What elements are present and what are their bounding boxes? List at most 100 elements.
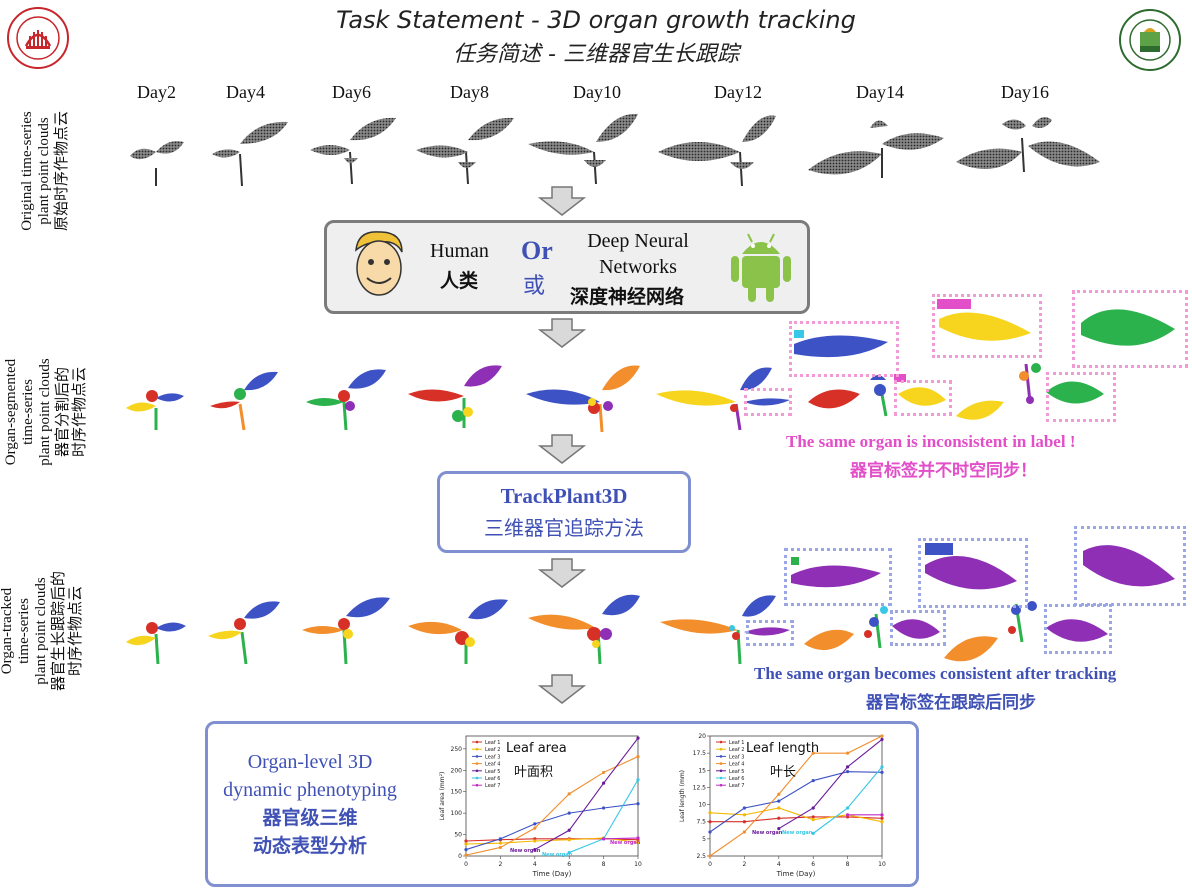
plant-day10-segmented [526, 365, 640, 433]
human-label: Human [430, 240, 489, 262]
day-label: Day14 [856, 82, 904, 102]
day-label: Day8 [450, 82, 489, 102]
legend-marker [475, 762, 479, 765]
tracked-point-clouds [126, 594, 790, 665]
chart-title: Leaf length [746, 741, 819, 756]
down-arrow [538, 434, 586, 464]
zoom-leaf-purple [1083, 545, 1175, 587]
data-point [636, 736, 640, 740]
down-arrow [538, 674, 586, 704]
zoom-frame [746, 620, 794, 646]
y-axis-label: Leaf area (mm²) [439, 772, 446, 821]
logo-left [6, 6, 70, 74]
legend-marker [475, 740, 479, 744]
or-label: Or [521, 236, 553, 265]
y-tick-label: 15 [698, 767, 706, 774]
data-point [464, 847, 468, 852]
plant-day2-tracked [126, 622, 186, 665]
plant-day12-original [658, 115, 776, 187]
legend-label: Leaf 7 [485, 783, 500, 789]
data-point [742, 806, 746, 810]
legend-marker [475, 747, 479, 751]
series-line-leaf-1 [710, 816, 883, 823]
day-label: Day6 [332, 82, 371, 102]
zoom-frame [1044, 604, 1112, 654]
legend-marker [719, 783, 723, 787]
page-title-zh: 任务简述 - 三维器官生长跟踪 [453, 42, 739, 67]
original-point-clouds [130, 113, 1100, 187]
series-line-leaf-7 [603, 837, 639, 840]
data-point [708, 854, 712, 858]
segmented-note-zh: 器官标签并不时空同步！ [850, 461, 1037, 481]
day-label: Day16 [1001, 82, 1049, 102]
zoom-frame [1046, 372, 1116, 422]
series-line-leaf-4 [465, 756, 639, 856]
data-point [811, 831, 815, 835]
series-line-leaf-2 [709, 807, 883, 823]
data-point [636, 778, 640, 782]
plant-day2-segmented [126, 390, 184, 430]
logo-right [1118, 8, 1182, 76]
data-point [880, 820, 884, 824]
annotation-method-box [324, 220, 810, 314]
trackplant3d-title-zh: 三维器官追踪方法 [484, 516, 644, 540]
plant-day12-tracked [660, 595, 790, 665]
x-axis-label: Time (Day) [532, 870, 572, 878]
zoom-frame [890, 610, 946, 646]
y-tick-label: 100 [451, 810, 463, 817]
y-tick-label: 10 [698, 802, 706, 809]
zoom-frame [744, 388, 792, 416]
down-arrow [538, 318, 586, 348]
plant-day8-segmented [408, 365, 502, 428]
x-tick-label: 10 [634, 861, 642, 868]
data-point [777, 792, 781, 796]
data-point [636, 840, 640, 844]
legend-marker [719, 769, 723, 773]
y-tick-label: 0 [458, 853, 462, 860]
data-point [567, 811, 571, 815]
data-point [464, 842, 468, 846]
chart-title-zh: 叶长 [770, 765, 796, 780]
data-point [777, 826, 781, 831]
y-tick-label: 7.5 [696, 819, 706, 826]
x-axis-label: Time (Day) [776, 870, 816, 878]
legend-marker [719, 755, 723, 758]
y-axis-label: Leaf length (mm) [679, 770, 686, 822]
legend-label: Leaf 6 [485, 776, 500, 782]
legend-marker [719, 762, 723, 765]
legend-marker [475, 769, 479, 773]
zoom-leaf-purple [925, 543, 1017, 590]
row-label-segmented: Organ-segmented time-series plant point … [3, 358, 88, 466]
legend-marker [475, 755, 479, 758]
x-tick-label: 8 [846, 861, 850, 868]
legend-label: Leaf 5 [729, 769, 744, 775]
zoom-frame [918, 538, 1028, 608]
phenotyping-title: Organ-level 3D dynamic phenotyping [223, 751, 397, 801]
chart-title-zh: 叶面积 [514, 765, 553, 780]
plant-day14-tracked [804, 606, 940, 651]
data-point [777, 799, 781, 803]
y-tick-label: 2.5 [696, 853, 706, 860]
plant-day6-original [310, 117, 396, 185]
data-point [533, 847, 537, 852]
zoom-frame [1074, 526, 1186, 606]
data-point [742, 813, 746, 817]
data-point [636, 754, 640, 759]
data-point [880, 813, 884, 817]
data-point [777, 816, 781, 820]
data-point [602, 781, 606, 785]
series-line-leaf-5 [534, 737, 639, 851]
plant-day4-segmented [210, 371, 278, 431]
data-point [498, 837, 502, 841]
legend-label: Leaf 3 [485, 754, 500, 760]
zoom-leaf-yellow [937, 299, 1031, 341]
legend-marker [719, 747, 723, 751]
down-arrow [538, 186, 586, 216]
zoom-frame [894, 380, 952, 416]
plant-day10-tracked [528, 594, 640, 665]
series-line-leaf-4 [709, 735, 883, 857]
series-line-leaf-3 [709, 771, 883, 833]
plant-day4-original [212, 121, 288, 187]
chart-title: Leaf area [506, 741, 567, 756]
plant-day16-segmented [956, 363, 1104, 420]
